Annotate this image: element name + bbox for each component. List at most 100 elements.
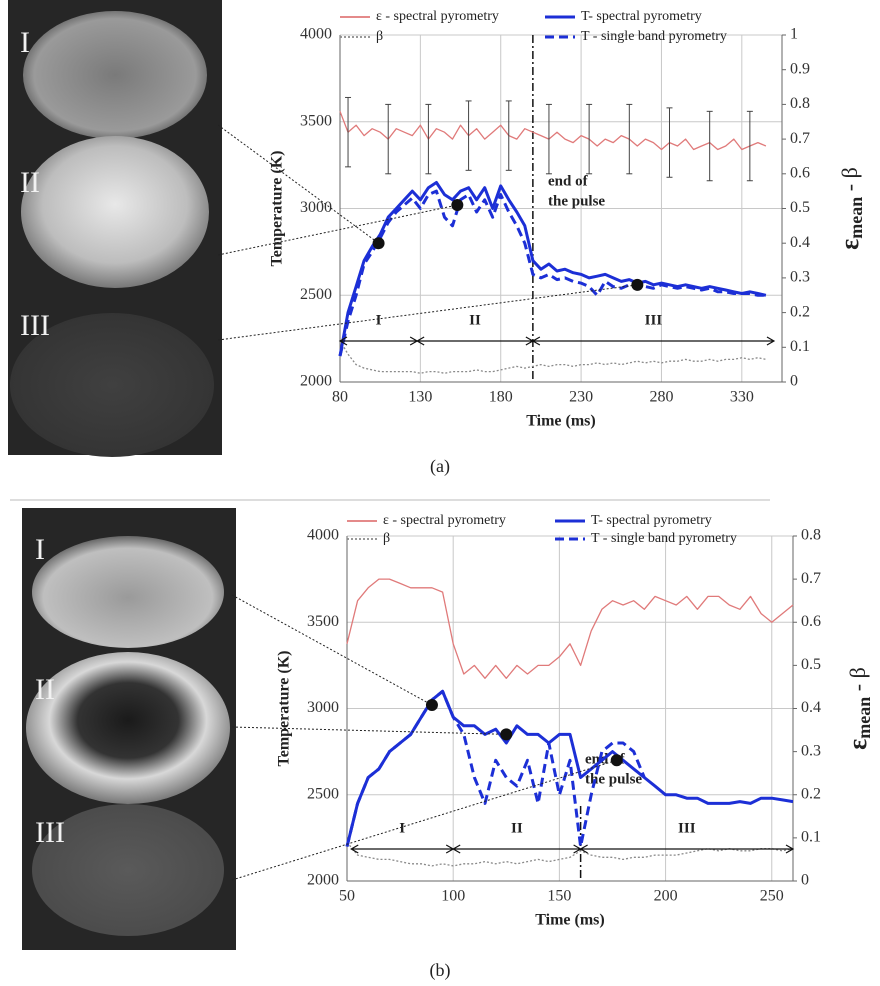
y-tick-label: 2000 bbox=[307, 872, 339, 889]
image-label: II bbox=[20, 166, 40, 199]
y2-tick-label: 0.1 bbox=[801, 829, 821, 846]
error-bar bbox=[505, 100, 512, 171]
series-line bbox=[345, 689, 646, 848]
y2-tick-label: 0.6 bbox=[801, 613, 821, 630]
y2-label-rest: - β bbox=[845, 667, 870, 697]
phase-arrow bbox=[579, 844, 795, 854]
error-bar bbox=[746, 110, 753, 182]
y2-label-sub: mean bbox=[854, 697, 874, 739]
annotation: the pulse bbox=[585, 771, 642, 787]
legend-label: ε - spectral pyrometry bbox=[376, 9, 499, 24]
x-tick-label: 150 bbox=[547, 888, 571, 905]
phase-arrow bbox=[531, 336, 776, 346]
image bbox=[21, 136, 209, 288]
annotation: end of bbox=[548, 173, 589, 189]
series-line bbox=[338, 181, 767, 357]
y2-tick-label: 0.3 bbox=[790, 269, 810, 286]
y2-tick-label: 0.6 bbox=[790, 164, 810, 181]
marker bbox=[372, 237, 385, 250]
y-tick-label: 2500 bbox=[300, 286, 332, 303]
y2-tick-label: 0.4 bbox=[801, 699, 821, 716]
y2-tick-label: 0.5 bbox=[801, 656, 821, 673]
y-tick-label: 3000 bbox=[307, 699, 339, 716]
y-tick-label: 3500 bbox=[300, 112, 332, 129]
error-bar bbox=[545, 103, 552, 175]
phase-arrow bbox=[350, 844, 455, 854]
phase-label: II bbox=[469, 312, 481, 328]
series-line bbox=[346, 578, 794, 679]
error-bar bbox=[666, 107, 673, 178]
y2-tick-label: 0.7 bbox=[790, 130, 810, 147]
phase-label: I bbox=[399, 820, 405, 836]
y-axis-label: Temperature (K) bbox=[269, 151, 286, 267]
y-tick-label: 2000 bbox=[300, 373, 332, 390]
caption: (b) bbox=[430, 960, 451, 981]
image-label: II bbox=[35, 673, 55, 706]
image-link bbox=[217, 124, 379, 244]
x-tick-label: 80 bbox=[332, 389, 348, 406]
image bbox=[32, 804, 224, 936]
x-tick-label: 50 bbox=[339, 888, 355, 905]
error-bar bbox=[385, 103, 392, 175]
x-tick-label: 100 bbox=[441, 888, 465, 905]
y2-tick-label: 0.7 bbox=[801, 570, 821, 587]
y2-tick-label: 0.2 bbox=[790, 303, 810, 320]
marker bbox=[425, 699, 438, 712]
x-axis-label: Time (ms) bbox=[535, 912, 604, 929]
image-link bbox=[231, 594, 433, 706]
image-link bbox=[217, 284, 638, 341]
x-tick-label: 280 bbox=[649, 389, 673, 406]
phase-label: I bbox=[376, 312, 382, 328]
y-tick-label: 2500 bbox=[307, 785, 339, 802]
marker bbox=[631, 278, 644, 291]
y-tick-label: 3500 bbox=[307, 613, 339, 630]
marker bbox=[451, 199, 464, 212]
error-bar bbox=[626, 103, 633, 175]
image bbox=[32, 536, 224, 648]
y2-tick-label: 0 bbox=[790, 373, 798, 390]
image-link bbox=[231, 726, 507, 735]
image-label: III bbox=[20, 309, 50, 342]
error-bar bbox=[586, 103, 593, 175]
series-line bbox=[339, 340, 767, 374]
image-link bbox=[231, 759, 617, 881]
series-line bbox=[338, 189, 766, 357]
y2-tick-label: 0.4 bbox=[790, 234, 810, 251]
y2-tick-label: 0.2 bbox=[801, 785, 821, 802]
phase-arrow bbox=[415, 336, 535, 346]
legend-label: β bbox=[376, 29, 383, 44]
error-bar bbox=[425, 103, 432, 175]
y2-tick-label: 0 bbox=[801, 872, 809, 889]
phase-label: II bbox=[511, 820, 523, 836]
y-axis-label: Temperature (K) bbox=[276, 651, 293, 767]
y2-label-rest: - β bbox=[837, 167, 862, 197]
image bbox=[10, 313, 214, 457]
marker bbox=[610, 754, 623, 767]
phase-arrow bbox=[338, 336, 419, 346]
image-label: I bbox=[35, 533, 45, 566]
x-tick-label: 130 bbox=[408, 389, 432, 406]
image-link bbox=[217, 204, 458, 256]
series-line bbox=[345, 689, 794, 847]
y2-label-symbol: ε bbox=[835, 239, 864, 250]
legend-label: T - single band pyrometry bbox=[581, 29, 727, 44]
legend-label: β bbox=[383, 531, 390, 546]
phase-label: III bbox=[645, 312, 663, 328]
phase-label: III bbox=[678, 820, 696, 836]
annotation: the pulse bbox=[548, 193, 605, 209]
caption: (a) bbox=[430, 456, 450, 477]
y2-label-sub: mean bbox=[846, 197, 866, 239]
y2-label-symbol: ε bbox=[843, 739, 872, 750]
y2-tick-label: 0.9 bbox=[790, 60, 810, 77]
y2-tick-label: 1 bbox=[790, 26, 798, 43]
y2-tick-label: 0.5 bbox=[790, 199, 810, 216]
image-label: I bbox=[20, 26, 30, 59]
marker bbox=[500, 728, 513, 741]
x-tick-label: 200 bbox=[654, 888, 678, 905]
series-line bbox=[339, 111, 767, 151]
y-tick-label: 4000 bbox=[307, 527, 339, 544]
error-bar bbox=[345, 96, 352, 168]
y2-tick-label: 0.1 bbox=[790, 338, 810, 355]
error-bar bbox=[465, 100, 472, 171]
